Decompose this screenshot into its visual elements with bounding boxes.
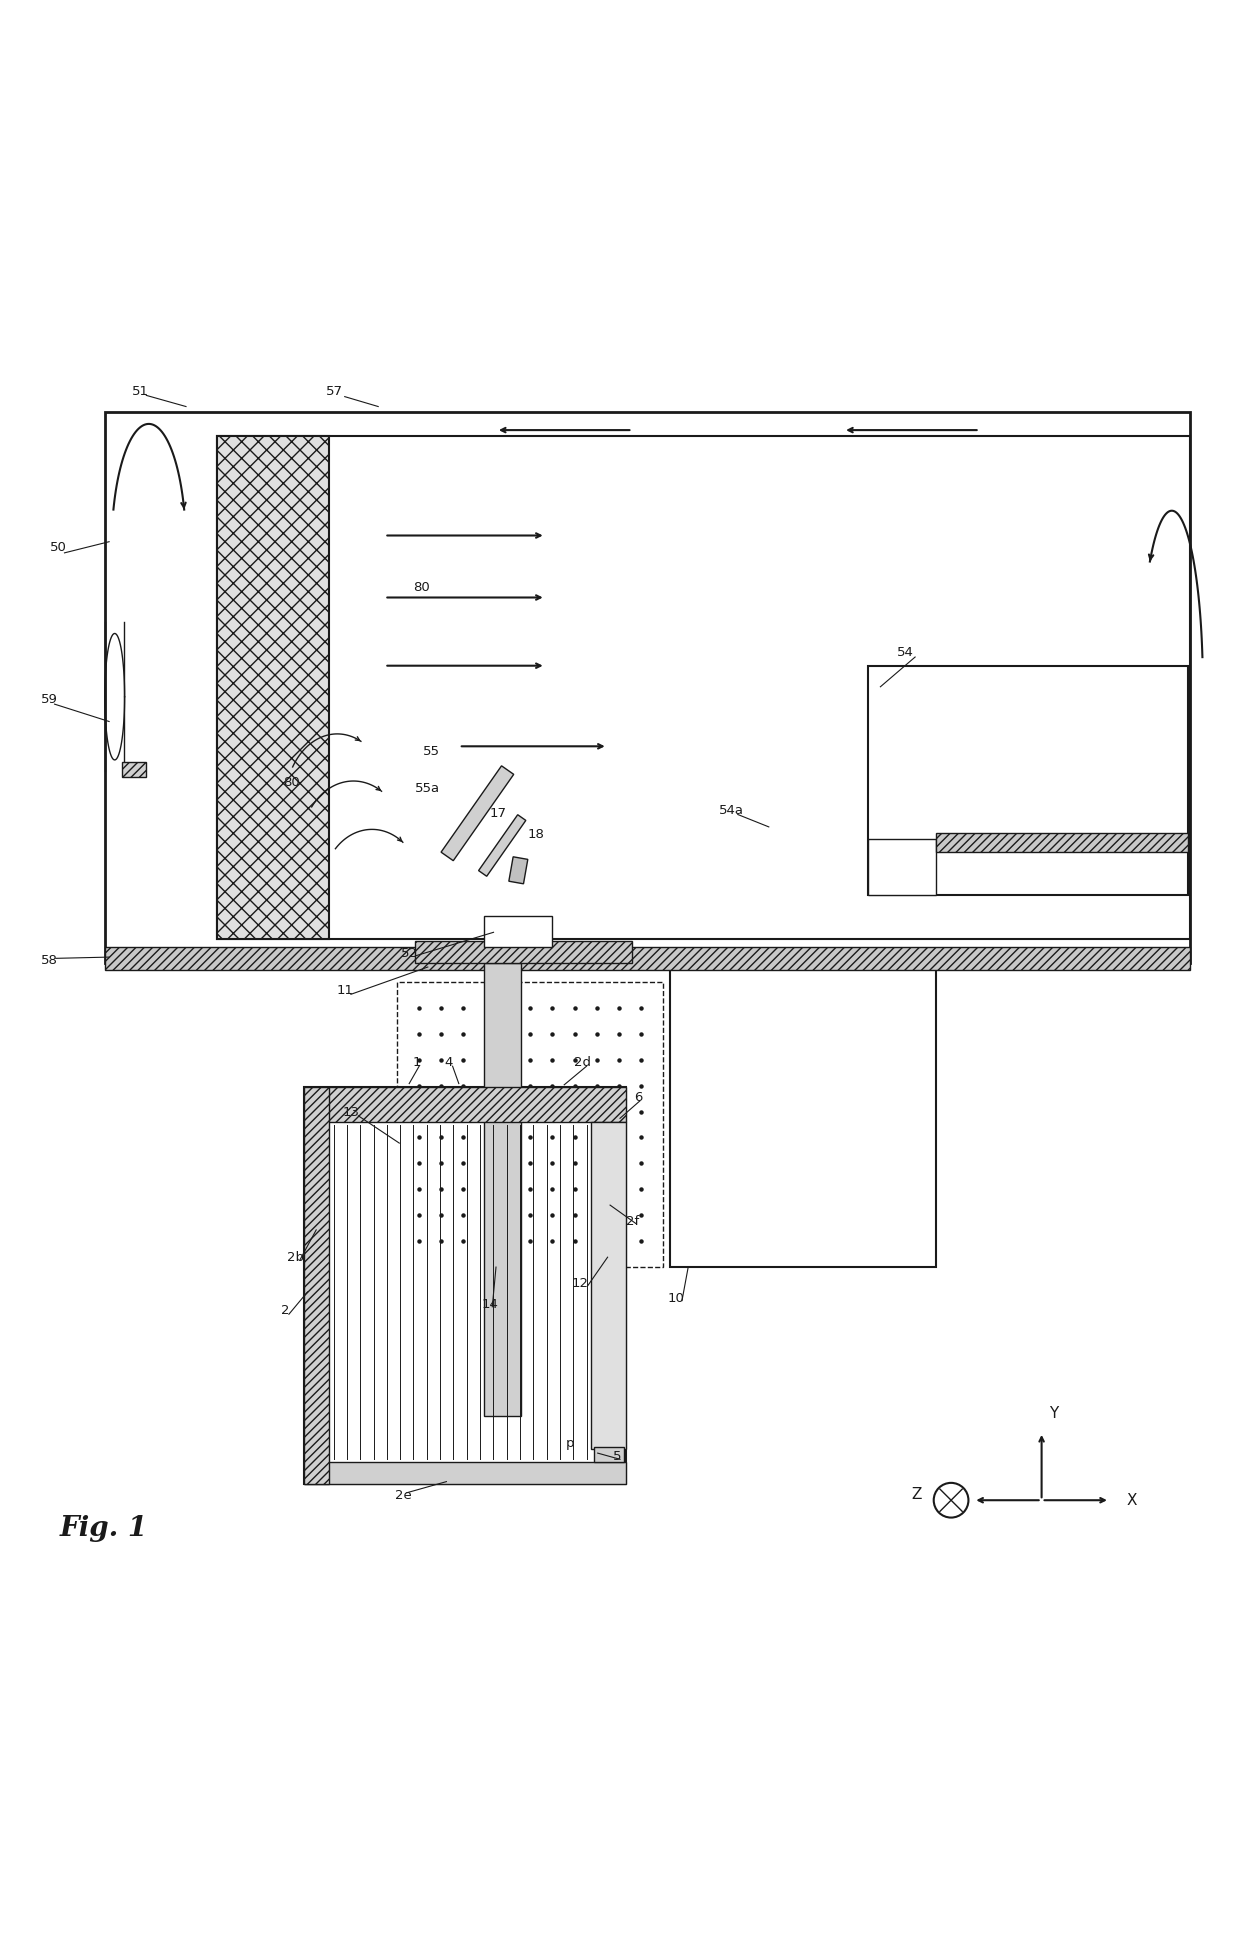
Text: 55a: 55a — [415, 781, 440, 795]
Text: X: X — [1127, 1493, 1137, 1509]
Bar — [304, 1088, 626, 1483]
Text: 11: 11 — [336, 985, 353, 997]
Bar — [484, 964, 521, 1415]
Text: 12: 12 — [572, 1276, 589, 1289]
Text: 1: 1 — [413, 1057, 420, 1068]
Text: 55: 55 — [423, 745, 440, 758]
Text: 4: 4 — [445, 1057, 453, 1068]
Text: 10: 10 — [667, 1291, 684, 1305]
Text: 18: 18 — [527, 828, 544, 842]
Text: 80: 80 — [283, 776, 300, 789]
Text: 2b: 2b — [286, 1251, 304, 1264]
Text: Z: Z — [911, 1487, 921, 1501]
Text: 50: 50 — [50, 541, 67, 555]
Bar — [217, 436, 329, 938]
Text: 57: 57 — [326, 386, 343, 397]
Bar — [304, 1088, 329, 1483]
Bar — [105, 411, 1190, 964]
Text: 2d: 2d — [574, 1057, 591, 1068]
Text: 51: 51 — [131, 386, 149, 397]
Text: 6: 6 — [635, 1092, 642, 1103]
Text: 58: 58 — [41, 954, 58, 968]
Bar — [594, 1446, 624, 1462]
Polygon shape — [479, 814, 526, 876]
Polygon shape — [441, 766, 513, 861]
Text: 2e: 2e — [394, 1489, 412, 1503]
Bar — [304, 1088, 626, 1123]
Text: Y: Y — [1049, 1406, 1059, 1421]
Text: 2: 2 — [281, 1305, 289, 1317]
Text: 14: 14 — [481, 1297, 498, 1311]
Text: p: p — [567, 1437, 574, 1450]
Text: 54: 54 — [897, 646, 914, 659]
Bar — [591, 1123, 626, 1448]
Text: 2f: 2f — [626, 1214, 639, 1227]
Text: 54a: 54a — [719, 805, 744, 816]
Text: 5: 5 — [614, 1450, 621, 1464]
Polygon shape — [508, 857, 528, 884]
Bar — [936, 834, 1188, 851]
Bar — [304, 1462, 626, 1483]
Bar — [397, 981, 663, 1266]
Bar — [105, 946, 1190, 970]
Bar — [217, 436, 1190, 938]
Bar — [868, 840, 936, 896]
Text: 17: 17 — [490, 807, 507, 820]
Bar — [670, 964, 936, 1266]
Text: 80: 80 — [413, 582, 430, 593]
Text: 59: 59 — [41, 692, 58, 706]
Text: 13: 13 — [342, 1105, 360, 1119]
Text: Fig. 1: Fig. 1 — [60, 1516, 148, 1542]
Bar — [868, 665, 1188, 896]
Bar — [122, 762, 146, 778]
Bar — [484, 917, 552, 946]
Text: 52: 52 — [401, 946, 418, 960]
Bar — [415, 940, 632, 964]
